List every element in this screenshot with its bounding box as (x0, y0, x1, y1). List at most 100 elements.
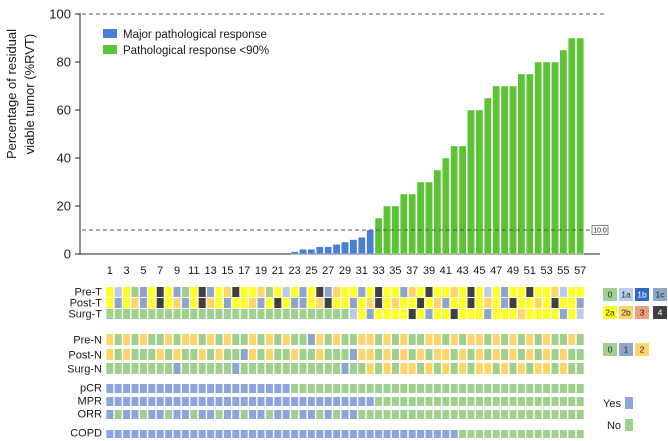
legend-yn-swatch-N (625, 419, 633, 431)
x-tick-label: 11 (188, 265, 199, 277)
heatmap-cell-mpr (148, 397, 156, 406)
heatmap-cell-surg-t (467, 309, 475, 319)
heatmap-cell-pre-t (257, 287, 265, 297)
heatmap-cell-post-n (257, 349, 265, 360)
heatmap-cell-pcr (181, 384, 189, 393)
heatmap-cell-mpr (249, 397, 257, 406)
heatmap-cell-copd (534, 430, 542, 438)
heatmap-cell-pre-t (299, 287, 307, 297)
bar-patient-49 (509, 85, 517, 255)
heatmap-cell-pre-n (467, 334, 475, 345)
heatmap-cell-pcr (433, 384, 441, 393)
heatmap-row-label-pcr: pCR (80, 383, 102, 395)
heatmap-cell-surg-t (450, 309, 458, 319)
heatmap-cell-mpr (417, 397, 425, 406)
heatmap-cell-mpr (425, 397, 433, 406)
bar-patient-44 (467, 109, 475, 255)
heatmap-cell-surg-n (366, 363, 374, 374)
legend-n-swatch-2 (635, 343, 649, 356)
heatmap-cell-pre-n (173, 334, 181, 345)
heatmap-cell-surg-n (114, 363, 122, 374)
heatmap-cell-pre-n (450, 334, 458, 345)
x-tick-label: 41 (440, 265, 452, 277)
heatmap-cell-orr (383, 410, 391, 419)
heatmap-cell-pre-n (568, 334, 576, 345)
heatmap-cell-pcr (307, 384, 315, 393)
heatmap-cell-mpr (333, 397, 341, 406)
heatmap-cell-mpr (391, 397, 399, 406)
legend-t-swatch-2a (603, 306, 617, 319)
heatmap-cell-orr (307, 410, 315, 419)
heatmap-cell-pcr (207, 384, 215, 393)
heatmap-cell-surg-t (526, 309, 534, 319)
heatmap-row-label-surg-t: Surg-T (68, 309, 102, 321)
heatmap-cell-pre-n (274, 334, 282, 345)
x-tick-label: 35 (389, 265, 401, 277)
heatmap-cell-pre-n (190, 334, 198, 345)
heatmap-cell-pcr (450, 384, 458, 393)
heatmap-cell-pre-t (307, 287, 315, 297)
heatmap-cell-surg-t (181, 309, 189, 319)
heatmap-cell-post-t (450, 298, 458, 308)
heatmap-cell-pre-t (459, 287, 467, 297)
heatmap-cell-surg-n (274, 363, 282, 374)
heatmap-cell-copd (106, 430, 114, 438)
heatmap-cell-pre-t (265, 287, 273, 297)
legend-n-swatch-1 (619, 343, 633, 356)
heatmap-cell-copd (307, 430, 315, 438)
heatmap-cell-post-t (551, 298, 559, 308)
heatmap-cell-copd (291, 430, 299, 438)
heatmap-cell-pcr (543, 384, 551, 393)
heatmap-cell-post-n (400, 349, 408, 360)
heatmap-cell-orr (484, 410, 492, 419)
heatmap-cell-orr (291, 410, 299, 419)
heatmap-cell-pre-n (576, 334, 584, 345)
heatmap-cell-mpr (526, 397, 534, 406)
heatmap-cell-pre-n (358, 334, 366, 345)
heatmap-cell-orr (408, 410, 416, 419)
heatmap-cell-orr (282, 410, 290, 419)
heatmap-cell-surg-n (400, 363, 408, 374)
heatmap-cell-post-t (333, 298, 341, 308)
heatmap-cell-pre-t (450, 287, 458, 297)
heatmap-cell-copd (190, 430, 198, 438)
heatmap-cell-surg-t (324, 309, 332, 319)
heatmap-cell-post-t (232, 298, 240, 308)
heatmap-cell-orr (316, 410, 324, 419)
heatmap-cell-post-t (400, 298, 408, 308)
x-tick-label: 13 (204, 265, 216, 277)
heatmap-cell-pre-t (408, 287, 416, 297)
heatmap-cell-copd (114, 430, 122, 438)
heatmap-cell-post-t (257, 298, 265, 308)
heatmap-cell-copd (517, 430, 525, 438)
y-axis-title-line2: viable tumor (%RVT) (22, 34, 37, 154)
heatmap-cell-pcr (467, 384, 475, 393)
x-tick-label: 19 (255, 265, 267, 277)
heatmap-cell-copd (341, 430, 349, 438)
heatmap-cell-post-t (265, 298, 273, 308)
heatmap-cell-pre-n (307, 334, 315, 345)
heatmap-cell-copd (257, 430, 265, 438)
heatmap-cell-pre-n (156, 334, 164, 345)
heatmap-cell-post-n (417, 349, 425, 360)
heatmap-cell-pre-t (442, 287, 450, 297)
heatmap-cell-copd (551, 430, 559, 438)
heatmap-cell-surg-t (232, 309, 240, 319)
heatmap-cell-post-t (475, 298, 483, 308)
heatmap-cell-post-n (148, 349, 156, 360)
heatmap-cell-post-n (450, 349, 458, 360)
heatmap-cell-surg-t (223, 309, 231, 319)
heatmap-cell-surg-t (375, 309, 383, 319)
heatmap-cell-pre-n (391, 334, 399, 345)
heatmap-cell-post-t (341, 298, 349, 308)
heatmap-cell-pcr (526, 384, 534, 393)
heatmap-cell-post-n (165, 349, 173, 360)
heatmap-cell-post-n (433, 349, 441, 360)
heatmap-cell-post-n (324, 349, 332, 360)
heatmap-cell-orr (400, 410, 408, 419)
heatmap-cell-pcr (366, 384, 374, 393)
heatmap-cell-pre-t (165, 287, 173, 297)
heatmap-cell-mpr (131, 397, 139, 406)
heatmap-cell-pre-n (265, 334, 273, 345)
heatmap-cell-orr (366, 410, 374, 419)
